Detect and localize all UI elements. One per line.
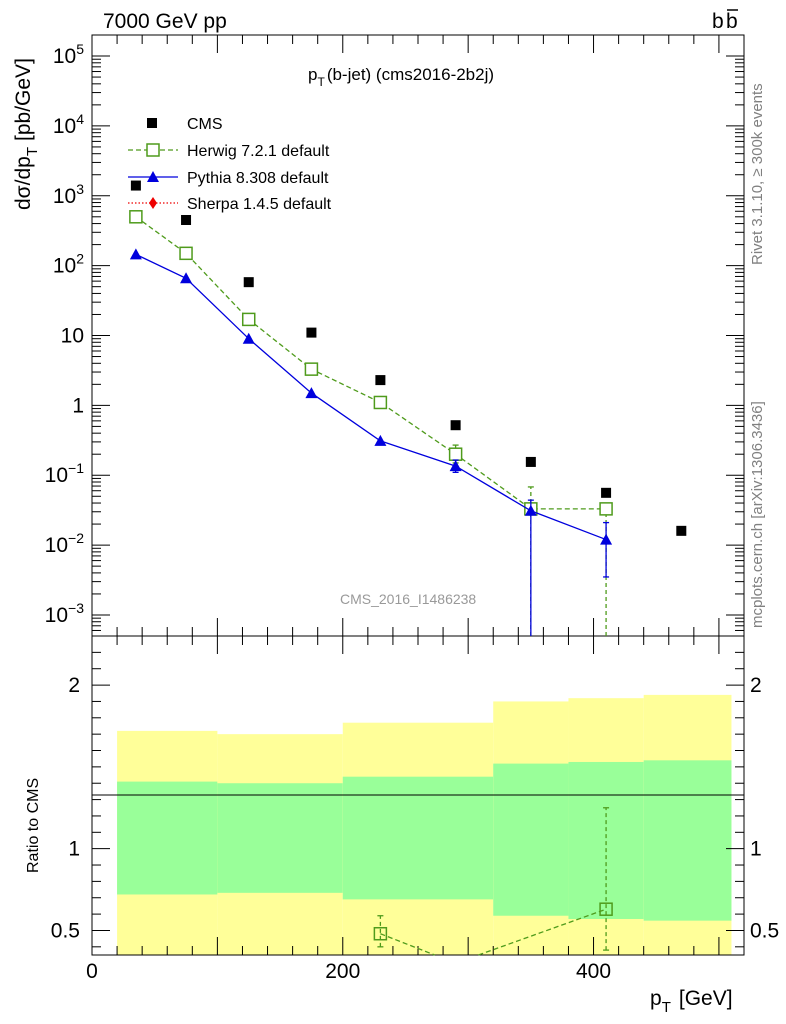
series-line-pythia — [135, 253, 607, 541]
svg-text:b: b — [712, 10, 724, 33]
ratio-line-herwig — [478, 908, 607, 956]
point-cms — [676, 525, 687, 536]
xtick-label: 400 — [576, 960, 611, 983]
process-label: b b — [712, 9, 738, 33]
xtick-label: 0 — [86, 960, 98, 983]
point-pythia — [374, 434, 387, 446]
plot-title: pT (b-jet) (cms2016-2b2j) — [308, 65, 494, 89]
band-green-3 — [493, 763, 569, 916]
energy-label: 7000 GeV pp — [103, 10, 227, 33]
point-cms — [375, 375, 386, 386]
legend-marker-cms — [147, 118, 157, 128]
legend-label-sherpa: Sherpa 1.4.5 default — [187, 196, 332, 213]
point-herwig — [448, 447, 463, 461]
main-ytick-label: 10−2 — [45, 530, 85, 557]
legend-label-cms: CMS — [187, 116, 223, 133]
svg-text:b: b — [726, 10, 738, 33]
ratio-ytick-label-right: 2 — [750, 674, 762, 697]
ratio-line-herwig — [380, 933, 435, 956]
ratio-ytick-label-right: 0.5 — [750, 919, 779, 942]
legend: CMS Herwig 7.2.1 default Pythia 8.308 de… — [128, 116, 332, 213]
ratio-ytick-label-right: 1 — [750, 838, 762, 861]
ratio-ytick-label-left: 2 — [68, 674, 80, 697]
point-herwig — [599, 502, 613, 516]
point-cms — [306, 327, 317, 338]
point-herwig — [373, 395, 388, 410]
point-pythia — [242, 332, 255, 344]
point-herwig — [179, 246, 193, 261]
legend-label-pythia: Pythia 8.308 default — [187, 170, 329, 187]
legend-marker-pythia — [147, 171, 159, 182]
point-pythia — [129, 248, 142, 260]
band-green-1 — [217, 783, 343, 893]
legend-entry-pythia: Pythia 8.308 default — [128, 170, 329, 187]
watermark: CMS_2016_I1486238 — [340, 591, 476, 607]
main-ytick-label: 105 — [53, 41, 84, 68]
main-ylabel: dσ/dpT[pb/GeV] — [12, 58, 41, 210]
ratio-point-herwig — [373, 926, 388, 941]
legend-label-herwig: Herwig 7.2.1 default — [187, 143, 330, 160]
main-ytick-label: 10−3 — [45, 600, 85, 627]
rivet-label: Rivet 3.1.10, ≥ 300k events — [749, 83, 766, 265]
point-pythia — [305, 387, 318, 399]
xtick-label: 200 — [325, 960, 360, 983]
ratio-ticks: 0.5 0.5 1 1 2 2 0 200 400 — [51, 651, 779, 983]
ratio-point-herwig — [599, 902, 613, 916]
point-cms — [601, 487, 612, 498]
band-green-2 — [342, 776, 494, 900]
legend-entry-sherpa: Sherpa 1.4.5 default — [128, 196, 332, 213]
legend-entry-herwig: Herwig 7.2.1 default — [128, 143, 330, 160]
main-ytick-label: 10 — [61, 325, 84, 348]
legend-marker-sherpa — [149, 197, 157, 209]
point-herwig — [304, 362, 319, 376]
band-green-5 — [643, 760, 732, 921]
main-ytick-label: 102 — [53, 251, 84, 278]
point-herwig — [241, 312, 256, 327]
legend-entry-cms: CMS — [147, 116, 223, 133]
main-ytick-label: 103 — [53, 181, 84, 208]
main-ticks: 10−3 10−2 10−1 1 10 102 103 104 105 — [45, 34, 745, 955]
band-green-0 — [117, 781, 218, 895]
ratio-bands — [117, 694, 732, 955]
legend-marker-herwig — [146, 143, 160, 157]
point-pythia — [180, 272, 193, 284]
point-cms — [525, 456, 536, 467]
ratio-layer — [373, 807, 613, 956]
point-pythia — [524, 504, 537, 516]
ratio-ylabel: Ratio to CMS — [25, 778, 42, 873]
point-cms — [450, 420, 461, 431]
main-ytick-label: 104 — [53, 111, 84, 138]
mcplots-label: mcplots.cern.ch [arXiv:1306.3436] — [749, 401, 766, 628]
point-cms — [243, 277, 254, 288]
point-pythia — [449, 460, 462, 472]
point-cms — [181, 214, 192, 225]
point-herwig — [129, 210, 143, 224]
main-ytick-label: 10−1 — [45, 460, 85, 487]
series-layer — [129, 180, 687, 636]
point-pythia — [600, 533, 613, 545]
ratio-ytick-label-left: 0.5 — [51, 919, 80, 942]
xlabel: pT [GeV] — [650, 987, 733, 1016]
main-ytick-label: 1 — [72, 394, 84, 417]
ratio-ytick-label-left: 1 — [68, 838, 80, 861]
band-green-4 — [568, 761, 644, 920]
point-cms — [130, 180, 141, 191]
